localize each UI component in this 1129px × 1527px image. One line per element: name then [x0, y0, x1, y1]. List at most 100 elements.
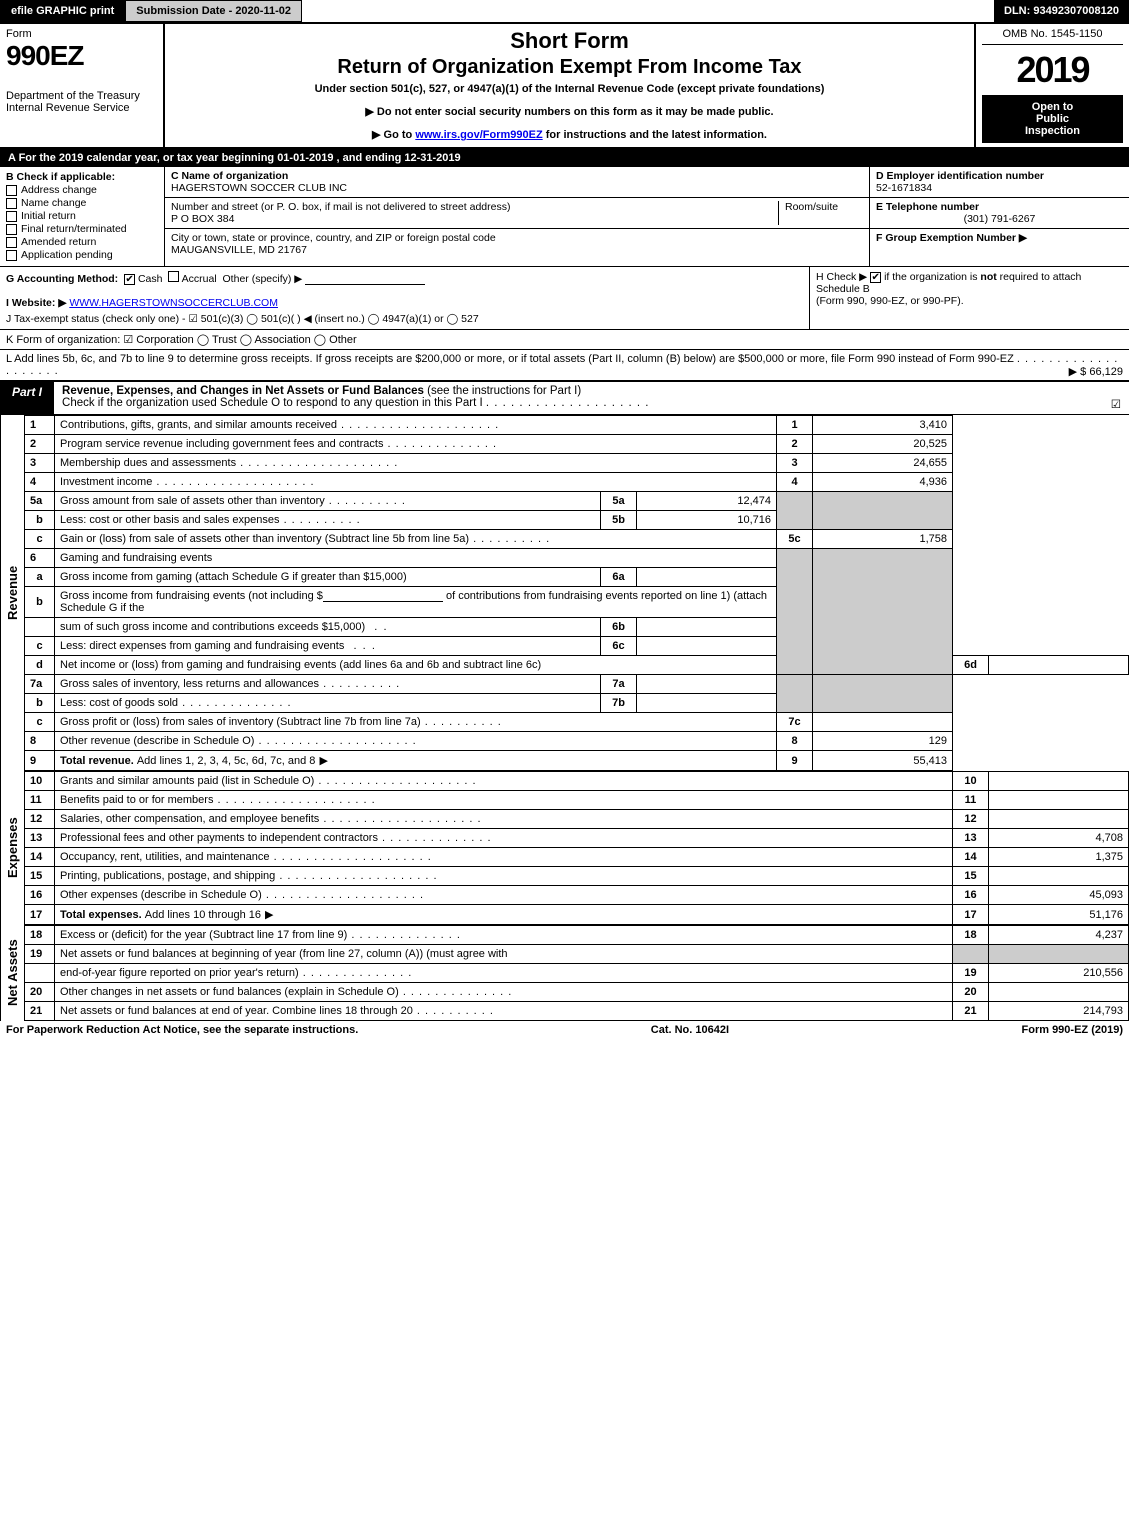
- l13-val: 4,708: [989, 829, 1129, 848]
- l14-num: 14: [25, 848, 55, 867]
- form-number: 990EZ: [6, 40, 157, 72]
- line-6a: a Gross income from gaming (attach Sched…: [25, 568, 1129, 587]
- l7a-sn: 7a: [601, 675, 637, 694]
- l6b-num: b: [25, 587, 55, 618]
- line-11: 11 Benefits paid to or for members 11: [25, 791, 1129, 810]
- chk-initial-return[interactable]: Initial return: [6, 210, 158, 222]
- line-5a: 5a Gross amount from sale of assets othe…: [25, 492, 1129, 511]
- l3-cn: 3: [777, 454, 813, 473]
- row-g-h: G Accounting Method: Cash Accrual Other …: [0, 267, 1129, 330]
- chk-label-final: Final return/terminated: [21, 223, 127, 235]
- l9-cn: 9: [777, 751, 813, 771]
- row-k: K Form of organization: ☑ Corporation ◯ …: [0, 330, 1129, 350]
- under-section: Under section 501(c), 527, or 4947(a)(1)…: [171, 83, 968, 95]
- footer-right: Form 990-EZ (2019): [1022, 1024, 1124, 1036]
- goto-notice: ▶ Go to www.irs.gov/Form990EZ for instru…: [171, 128, 968, 141]
- website-link[interactable]: WWW.HAGERSTOWNSOCCERCLUB.COM: [69, 297, 278, 309]
- part-i-title: Revenue, Expenses, and Changes in Net As…: [54, 382, 1129, 414]
- l11-num: 11: [25, 791, 55, 810]
- l18-cn: 18: [953, 926, 989, 945]
- row-l: L Add lines 5b, 6c, and 7b to line 9 to …: [0, 350, 1129, 381]
- chk-label-name: Name change: [21, 197, 86, 209]
- tax-year: 2019: [982, 49, 1123, 91]
- l5a-sn: 5a: [601, 492, 637, 511]
- l15-cn: 15: [953, 867, 989, 886]
- org-addr-label: Number and street (or P. O. box, if mail…: [171, 201, 778, 213]
- l19-val: 210,556: [989, 964, 1129, 983]
- g-other: Other (specify) ▶: [223, 273, 303, 285]
- l15-desc: Printing, publications, postage, and shi…: [55, 867, 953, 886]
- g-accrual: Accrual: [182, 273, 217, 285]
- l5c-val: 1,758: [813, 530, 953, 549]
- g-label: G Accounting Method:: [6, 273, 118, 285]
- l6a-desc: Gross income from gaming (attach Schedul…: [55, 568, 601, 587]
- chk-application-pending[interactable]: Application pending: [6, 249, 158, 261]
- chk-address-change[interactable]: Address change: [6, 184, 158, 196]
- l17-cn: 17: [953, 905, 989, 925]
- chk-amended-return[interactable]: Amended return: [6, 236, 158, 248]
- box-e: E Telephone number (301) 791-6267: [870, 198, 1129, 229]
- chk-cash[interactable]: [124, 274, 135, 285]
- revenue-side-label: Revenue: [0, 415, 24, 771]
- chk-sched-b[interactable]: [870, 272, 881, 283]
- l5c-num: c: [25, 530, 55, 549]
- irs-link[interactable]: www.irs.gov/Form990EZ: [415, 129, 542, 141]
- l10-val: [989, 772, 1129, 791]
- l14-cn: 14: [953, 848, 989, 867]
- line-6: 6 Gaming and fundraising events: [25, 549, 1129, 568]
- chk-final-return[interactable]: Final return/terminated: [6, 223, 158, 235]
- l19-num: 19: [25, 945, 55, 964]
- line-21: 21 Net assets or fund balances at end of…: [25, 1002, 1129, 1021]
- l18-val: 4,237: [989, 926, 1129, 945]
- l6a-sv: [637, 568, 777, 587]
- l6c-desc: Less: direct expenses from gaming and fu…: [55, 637, 601, 656]
- l21-num: 21: [25, 1002, 55, 1021]
- header-right: OMB No. 1545-1150 2019 Open to Public In…: [974, 24, 1129, 147]
- l6-shade-cv: [813, 549, 953, 675]
- line-2: 2 Program service revenue including gove…: [25, 435, 1129, 454]
- goto-post: for instructions and the latest informat…: [543, 129, 767, 141]
- l2-desc: Program service revenue including govern…: [55, 435, 777, 454]
- l6c-num: c: [25, 637, 55, 656]
- efile-print-button[interactable]: efile GRAPHIC print: [0, 0, 125, 22]
- chk-name-change[interactable]: Name change: [6, 197, 158, 209]
- l18-num: 18: [25, 926, 55, 945]
- l5-shade-cv: [813, 492, 953, 530]
- box-f: F Group Exemption Number ▶: [870, 229, 1129, 247]
- line-1: 1 Contributions, gifts, grants, and simi…: [25, 416, 1129, 435]
- open-line1: Open to: [988, 101, 1117, 113]
- l21-cn: 21: [953, 1002, 989, 1021]
- l10-desc: Grants and similar amounts paid (list in…: [55, 772, 953, 791]
- l7-shade-cn: [777, 675, 813, 713]
- revenue-table: 1 Contributions, gifts, grants, and simi…: [24, 415, 1129, 771]
- submission-date-button[interactable]: Submission Date - 2020-11-02: [125, 0, 302, 22]
- l20-cn: 20: [953, 983, 989, 1002]
- l5b-sn: 5b: [601, 511, 637, 530]
- footer: For Paperwork Reduction Act Notice, see …: [0, 1021, 1129, 1039]
- h-text-c: not: [980, 271, 996, 283]
- l17-num: 17: [25, 905, 55, 925]
- l5c-cn: 5c: [777, 530, 813, 549]
- l14-desc: Occupancy, rent, utilities, and maintena…: [55, 848, 953, 867]
- form-header: Form 990EZ Department of the Treasury In…: [0, 24, 1129, 149]
- dept-treasury: Department of the Treasury: [6, 90, 157, 102]
- chk-accrual[interactable]: [168, 271, 179, 282]
- l21-val: 214,793: [989, 1002, 1129, 1021]
- l6-shade-cn: [777, 549, 813, 675]
- l13-desc: Professional fees and other payments to …: [55, 829, 953, 848]
- part-i-header: Part I Revenue, Expenses, and Changes in…: [0, 381, 1129, 415]
- line-6c: c Less: direct expenses from gaming and …: [25, 637, 1129, 656]
- dept-irs: Internal Revenue Service: [6, 102, 157, 114]
- omb-number: OMB No. 1545-1150: [982, 28, 1123, 45]
- org-city-label: City or town, state or province, country…: [171, 232, 863, 244]
- l19-desc: Net assets or fund balances at beginning…: [55, 945, 953, 964]
- l6a-num: a: [25, 568, 55, 587]
- phone-label: E Telephone number: [876, 201, 1123, 213]
- netassets-section: Net Assets 18 Excess or (deficit) for th…: [0, 925, 1129, 1021]
- org-addr: P O BOX 384: [171, 213, 778, 225]
- l6b-desc3: sum of such gross income and contributio…: [55, 618, 601, 637]
- l20-num: 20: [25, 983, 55, 1002]
- l19-shade-cv: [989, 945, 1129, 964]
- l8-cn: 8: [777, 732, 813, 751]
- l-amount: ▶ $ 66,129: [1069, 365, 1123, 378]
